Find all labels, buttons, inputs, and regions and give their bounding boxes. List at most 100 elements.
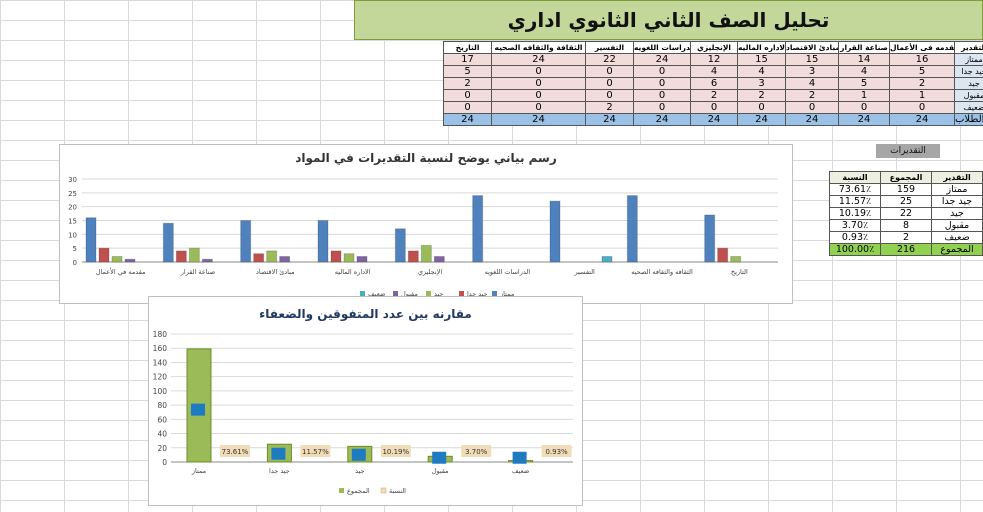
grade-label[interactable]: ضعيف (954, 101, 983, 114)
table-cell[interactable]: 3.70٪ (829, 219, 881, 232)
table-cell[interactable]: 0 (491, 77, 586, 90)
table-cell[interactable]: 0 (633, 65, 691, 78)
table-cell[interactable]: 4 (785, 77, 839, 90)
table-row: 11.57٪ 25 جيد جدا (829, 195, 983, 208)
grade-label[interactable]: عدد الطلاب (954, 113, 983, 126)
column-header[interactable]: صناعة القرار (838, 41, 890, 54)
table-cell[interactable]: 22 (880, 207, 932, 220)
column-header[interactable]: التقدير (954, 41, 983, 54)
column-header[interactable]: المجموع (880, 171, 932, 184)
table-cell[interactable]: 22 (585, 53, 634, 66)
table-cell[interactable]: 24 (889, 113, 955, 126)
table-cell[interactable]: 4 (690, 65, 738, 78)
x-tick-label: الدراسات اللغويه (485, 268, 531, 276)
table-cell[interactable]: 0 (585, 65, 634, 78)
table-cell[interactable]: 5 (443, 65, 492, 78)
table-cell[interactable]: 17 (443, 53, 492, 66)
table-cell[interactable]: 0.93٪ (829, 231, 881, 244)
table-cell[interactable]: 0 (585, 89, 634, 102)
table-cell[interactable]: 159 (880, 183, 932, 196)
table-cell[interactable]: 24 (690, 113, 738, 126)
table-cell[interactable]: 0 (633, 101, 691, 114)
table-cell[interactable]: 0 (889, 101, 955, 114)
table-cell[interactable]: 24 (491, 53, 586, 66)
column-header[interactable]: الإنجليزي (690, 41, 738, 54)
table-cell[interactable]: 0 (690, 101, 738, 114)
table-cell[interactable]: 0 (491, 89, 586, 102)
table-cell[interactable]: 24 (737, 113, 786, 126)
table-cell[interactable]: 0 (785, 101, 839, 114)
grade-label[interactable]: ممتاز (954, 53, 983, 66)
table-cell[interactable]: 2 (880, 231, 932, 244)
table-cell[interactable]: ضعيف (931, 231, 983, 244)
table-cell[interactable]: 2 (889, 77, 955, 90)
column-header[interactable]: الدراسات اللغويه (633, 41, 691, 54)
table-cell[interactable]: 2 (690, 89, 738, 102)
table-cell[interactable]: 12 (690, 53, 738, 66)
table-cell[interactable]: 1 (838, 89, 890, 102)
y-tick-label: 120 (153, 373, 168, 382)
table-cell[interactable]: 24 (443, 113, 492, 126)
table-cell[interactable]: 4 (838, 65, 890, 78)
table-cell[interactable]: 3 (737, 77, 786, 90)
table-row: 0 0 0 0 2 2 2 1 1 مقبول (443, 89, 983, 102)
table-cell[interactable]: 0 (737, 101, 786, 114)
table-cell[interactable]: 24 (633, 53, 691, 66)
table-cell[interactable]: 15 (737, 53, 786, 66)
table-cell[interactable]: 0 (443, 89, 492, 102)
table-cell[interactable]: 3 (785, 65, 839, 78)
table-cell[interactable]: 0 (585, 77, 634, 90)
grade-label[interactable]: جيد جدا (954, 65, 983, 78)
table-cell[interactable]: 25 (880, 195, 932, 208)
table-cell[interactable]: 0 (443, 101, 492, 114)
table-cell[interactable]: 24 (838, 113, 890, 126)
table-cell[interactable]: 0 (633, 89, 691, 102)
y-tick-label: 180 (153, 330, 168, 339)
column-header[interactable]: التفسير (585, 41, 634, 54)
table-cell[interactable]: 16 (889, 53, 955, 66)
table-cell[interactable]: 24 (585, 113, 634, 126)
table-cell[interactable]: 100.00٪ (829, 243, 881, 256)
column-header[interactable]: الثقافة والثقافه الصحيه (491, 41, 586, 54)
table-cell[interactable]: 10.19٪ (829, 207, 881, 220)
table-cell[interactable]: 6 (690, 77, 738, 90)
table-cell[interactable]: 0 (838, 101, 890, 114)
comparison-chart[interactable]: مقارنه بين عدد المتفوقين والضعفاء 0 20 40 6… (148, 296, 583, 506)
table-cell[interactable]: 5 (838, 77, 890, 90)
column-header[interactable]: التقدير (931, 171, 983, 184)
table-cell[interactable]: 5 (889, 65, 955, 78)
table-cell[interactable]: 2 (585, 101, 634, 114)
column-header[interactable]: التاريخ (443, 41, 492, 54)
subjects-chart[interactable]: رسم بياني يوضح لنسبة التقديرات في المواد… (59, 144, 793, 304)
table-cell[interactable]: 11.57٪ (829, 195, 881, 208)
table-cell[interactable]: 2 (443, 77, 492, 90)
table-cell[interactable]: 0 (491, 101, 586, 114)
table-cell[interactable]: 73.61٪ (829, 183, 881, 196)
table-cell[interactable]: المجموع (931, 243, 983, 256)
table-cell[interactable]: 2 (737, 89, 786, 102)
x-tick-label: التفسير (573, 268, 595, 276)
table-cell[interactable]: 0 (633, 77, 691, 90)
grade-label[interactable]: جيد (954, 77, 983, 90)
table-cell[interactable]: 15 (785, 53, 839, 66)
table-cell[interactable]: 1 (889, 89, 955, 102)
table-cell[interactable]: 2 (785, 89, 839, 102)
table-cell[interactable]: جيد (931, 207, 983, 220)
column-header[interactable]: النسبة (829, 171, 881, 184)
grade-label[interactable]: مقبول (954, 89, 983, 102)
table-cell[interactable]: 216 (880, 243, 932, 256)
table-cell[interactable]: ممتاز (931, 183, 983, 196)
column-header[interactable]: الاداره الماليه (737, 41, 786, 54)
y-tick-label: 80 (157, 401, 167, 410)
table-cell[interactable]: مقبول (931, 219, 983, 232)
table-cell[interactable]: 4 (737, 65, 786, 78)
table-cell[interactable]: 8 (880, 219, 932, 232)
table-cell[interactable]: 24 (633, 113, 691, 126)
column-header[interactable]: مقدمه فى الأعمال (889, 41, 955, 54)
table-cell[interactable]: جيد جدا (931, 195, 983, 208)
table-cell[interactable]: 0 (491, 65, 586, 78)
column-header[interactable]: مبادئ الاقتصاد (785, 41, 839, 54)
table-cell[interactable]: 24 (491, 113, 586, 126)
table-cell[interactable]: 14 (838, 53, 890, 66)
table-cell[interactable]: 24 (785, 113, 839, 126)
